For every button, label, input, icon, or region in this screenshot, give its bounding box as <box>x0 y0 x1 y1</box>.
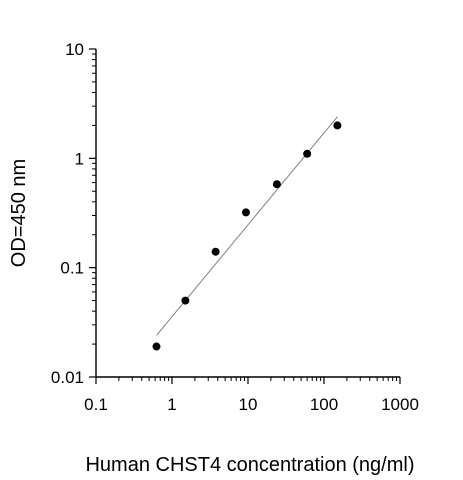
data-point <box>241 208 250 217</box>
y-tick-label: 0.1 <box>60 259 84 278</box>
y-tick-label: 0.01 <box>51 368 84 387</box>
y-axis-label: OD=450 nm <box>8 159 30 267</box>
y-tick-label: 1 <box>75 149 84 168</box>
x-axis-label: Human CHST4 concentration (ng/ml) <box>85 454 414 476</box>
data-point <box>272 180 281 189</box>
data-point <box>211 247 220 256</box>
data-point <box>152 342 161 351</box>
data-points <box>152 121 342 351</box>
x-tick-label: 10 <box>239 395 258 414</box>
data-point <box>333 121 342 130</box>
y-tick-label: 10 <box>65 40 84 59</box>
data-point <box>303 149 312 158</box>
x-tick-label: 100 <box>310 395 338 414</box>
x-tick-label: 1000 <box>381 395 419 414</box>
x-tick-label: 1 <box>167 395 176 414</box>
x-tick-label: 0.1 <box>84 395 108 414</box>
data-point <box>181 296 190 305</box>
